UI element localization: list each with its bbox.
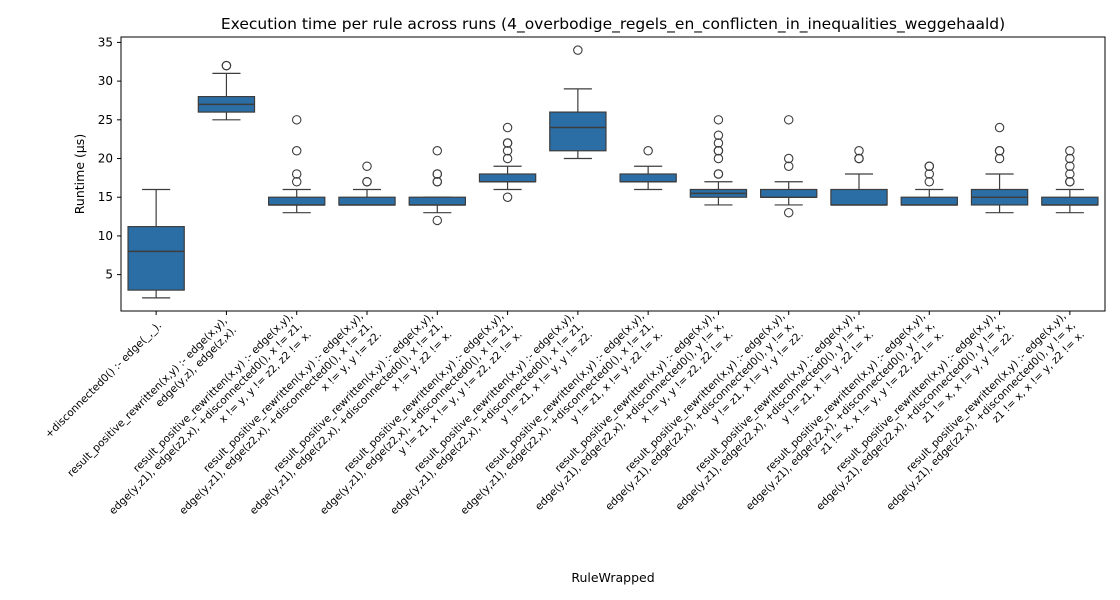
y-axis-label: Runtime (µs) (72, 134, 87, 214)
outlier-point (1065, 169, 1075, 179)
box-14 (1041, 146, 1099, 214)
outlier-point (502, 153, 513, 164)
outlier-point (783, 207, 794, 218)
y-tick-label: 25 (98, 113, 113, 127)
chart-title: Execution time per rule across runs (4_o… (221, 15, 1005, 34)
outlier-point (783, 153, 794, 164)
outlier-point (643, 146, 653, 156)
box-4 (338, 161, 396, 206)
box-iqr (338, 196, 396, 206)
box-2 (197, 60, 256, 121)
outlier-point (713, 153, 724, 164)
box-9 (689, 115, 748, 206)
outlier-point (783, 161, 794, 172)
outlier-point (713, 115, 724, 125)
plot-area-frame (120, 36, 1106, 312)
outlier-point (994, 153, 1005, 164)
outlier-point (502, 192, 513, 202)
outlier-point (994, 146, 1005, 156)
y-tick-label: 35 (98, 35, 113, 49)
box-iqr (900, 196, 959, 206)
outlier-point (1065, 153, 1075, 164)
box-iqr (830, 188, 888, 206)
y-tick-label: 5 (105, 268, 113, 282)
box-7 (549, 45, 607, 160)
outlier-point (432, 169, 443, 179)
box-11 (830, 146, 888, 206)
box-1 (127, 188, 185, 299)
y-tick-label: 10 (98, 229, 113, 243)
outlier-point (1065, 176, 1075, 187)
outlier-point (362, 161, 372, 172)
outlier-point (713, 169, 724, 179)
outlier-point (502, 146, 513, 156)
outlier-point (291, 169, 302, 179)
outlier-point (924, 169, 935, 179)
outlier-point (1065, 161, 1075, 172)
y-tick-label: 15 (98, 190, 113, 204)
box-iqr (1041, 196, 1099, 206)
outlier-point (1065, 146, 1075, 156)
box-6 (478, 122, 537, 202)
box-12 (900, 161, 959, 206)
x-axis: +disconnected0() :- edge(_,_).result_pos… (43, 310, 1087, 517)
box-8 (619, 146, 677, 191)
x-axis-label: RuleWrapped (571, 570, 654, 585)
outlier-point (573, 45, 583, 55)
box-series (127, 45, 1099, 299)
outlier-point (291, 146, 302, 156)
x-tick-label-line: +disconnected0() :- edge(_,_). (43, 319, 164, 440)
outlier-point (432, 146, 443, 156)
box-iqr (268, 196, 326, 206)
outlier-point (713, 130, 724, 141)
outlier-point (713, 138, 724, 148)
box-3 (268, 115, 326, 214)
outlier-point (221, 60, 232, 71)
box-iqr (549, 111, 607, 152)
y-tick-label: 30 (98, 74, 113, 88)
y-axis: 5 10 15 20 25 30 35 (98, 35, 121, 282)
outlier-point (432, 215, 443, 226)
outlier-point (783, 115, 794, 125)
outlier-point (854, 146, 864, 156)
outlier-point (502, 138, 513, 148)
outlier-point (994, 122, 1005, 133)
outlier-point (432, 176, 443, 187)
outlier-point (362, 176, 372, 187)
y-tick-label: 20 (98, 152, 113, 166)
box-5 (408, 146, 466, 226)
box-iqr (408, 196, 466, 206)
outlier-point (502, 122, 513, 133)
outlier-point (291, 176, 302, 187)
box-iqr (619, 173, 677, 183)
box-13 (970, 122, 1029, 214)
outlier-point (924, 176, 935, 187)
outlier-point (713, 146, 724, 156)
box-10 (759, 115, 818, 218)
outlier-point (291, 115, 302, 125)
x-tick-label: +disconnected0() :- edge(_,_). (43, 319, 164, 440)
outlier-point (924, 161, 935, 172)
box-iqr (478, 173, 537, 183)
box-iqr (759, 188, 818, 198)
outlier-point (854, 153, 864, 164)
box-iqr (127, 226, 185, 291)
